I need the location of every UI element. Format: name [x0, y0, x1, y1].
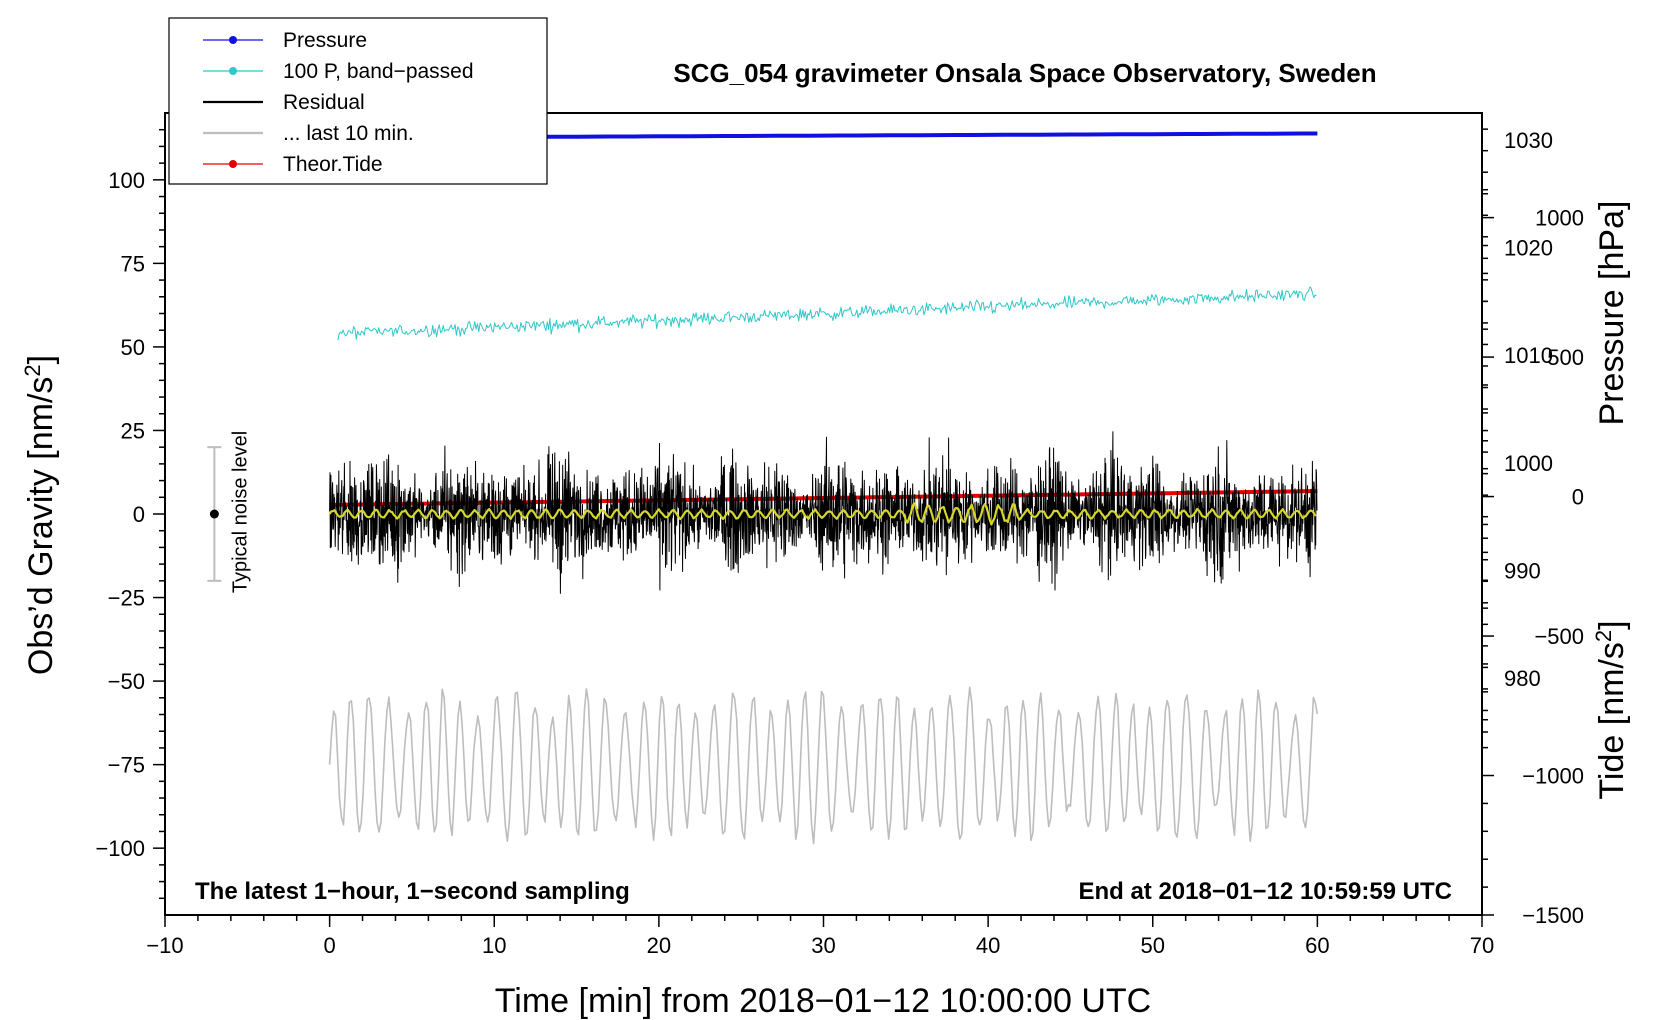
end-time-annotation: End at 2018−01−12 10:59:59 UTC: [1078, 878, 1452, 905]
bottom-tick-label: 70: [1470, 933, 1494, 958]
y-axis-title-tide-sup: 2: [1591, 630, 1616, 642]
right-axis-ticks: 1030 1020 1010 1000 990 980 1000 500 0 −500 −1000 −…: [1482, 128, 1584, 928]
legend-label: Residual: [283, 91, 365, 114]
legend-marker: [229, 67, 237, 75]
legend-marker: [229, 160, 237, 168]
chart-title: SCG_054 gravimeter Onsala Space Observat…: [673, 58, 1376, 88]
noise-level-dot: [209, 509, 219, 519]
tide-tick-label: 0: [1572, 485, 1584, 510]
left-tick-label: 0: [133, 502, 145, 527]
legend-label: Pressure: [283, 29, 367, 52]
tide-tick-label: 1000: [1535, 206, 1584, 231]
pressure-tick-label: 1000: [1504, 451, 1553, 476]
pressure-tick-label: 1010: [1504, 343, 1553, 368]
legend-marker: [229, 36, 237, 44]
left-tick-label: 50: [121, 335, 145, 360]
legend-label: 100 P, band−passed: [283, 60, 474, 83]
tide-tick-label: −1000: [1522, 764, 1584, 789]
left-tick-label: 75: [121, 251, 145, 276]
y-axis-title-left-sup: 2: [20, 364, 45, 376]
series-residual: [329, 431, 1318, 594]
legend-item: Theor.Tide: [203, 153, 383, 176]
y-axis-title-pressure: Pressure [hPa]: [1593, 201, 1631, 426]
bottom-tick-label: 10: [482, 933, 506, 958]
series-residual-smoothed: [328, 502, 1317, 526]
legend-label: ... last 10 min.: [283, 122, 414, 145]
left-tick-label: −50: [108, 669, 145, 694]
pressure-tick-label: 990: [1504, 559, 1541, 584]
pressure-tick-label: 980: [1504, 666, 1541, 691]
tide-tick-label: −1500: [1522, 903, 1584, 928]
noise-level-indicator: Typical noise level: [207, 431, 251, 593]
x-axis-title: Time [min] from 2018−01−12 10:00:00 UTC: [495, 982, 1151, 1020]
series-last-10-min: [328, 686, 1319, 845]
legend-label: Theor.Tide: [283, 153, 383, 176]
y-axis-title-tide-end: ]: [1593, 620, 1631, 629]
bottom-tick-label: 30: [811, 933, 835, 958]
legend-item: ... last 10 min.: [203, 122, 414, 145]
left-tick-label: 100: [108, 168, 145, 193]
y-axis-title-tide-main: Tide [nm/s: [1593, 642, 1631, 799]
left-tick-label: −25: [108, 586, 145, 611]
pressure-tick-label: 1020: [1504, 236, 1553, 261]
left-tick-label: −100: [95, 836, 145, 861]
legend: Pressure 100 P, band−passed Residual ... la…: [168, 17, 548, 185]
series-band-passed: [337, 286, 1317, 341]
sampling-annotation: The latest 1−hour, 1−second sampling: [195, 878, 630, 905]
y-axis-title-left-main: Obs’d Gravity [nm/s: [22, 377, 60, 676]
bottom-tick-label: 50: [1141, 933, 1165, 958]
legend-item: 100 P, band−passed: [203, 60, 474, 83]
bottom-tick-label: 0: [324, 933, 336, 958]
y-axis-title-left-end: ]: [22, 355, 60, 364]
noise-level-label: Typical noise level: [229, 431, 251, 593]
tide-tick-label: −500: [1534, 624, 1584, 649]
bottom-axis-ticks: −10 0 10 20 30 40 50 60 70: [146, 915, 1494, 958]
pressure-tick-label: 1030: [1504, 128, 1553, 153]
bottom-tick-label: 40: [976, 933, 1000, 958]
left-axis-ticks: 100 75 50 25 0 −25 −50 −75 −100: [95, 128, 165, 900]
y-axis-title-left: Obs’d Gravity [nm/s2]: [20, 355, 60, 675]
legend-item: Pressure: [203, 29, 367, 52]
bottom-tick-label: 60: [1305, 933, 1329, 958]
left-tick-label: 25: [121, 418, 145, 443]
y-axis-title-tide: Tide [nm/s2]: [1591, 620, 1631, 799]
bottom-tick-label: −10: [146, 933, 183, 958]
bottom-tick-label: 20: [647, 933, 671, 958]
tide-tick-label: 500: [1547, 345, 1584, 370]
legend-item: Residual: [203, 91, 365, 114]
left-tick-label: −75: [108, 753, 145, 778]
